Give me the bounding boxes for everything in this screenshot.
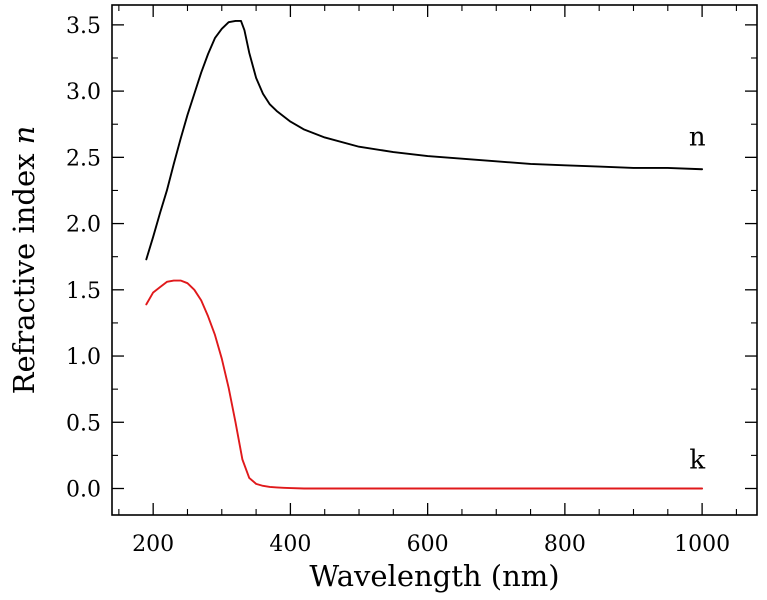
plot-frame xyxy=(111,4,758,516)
series-layer xyxy=(145,19,704,490)
x-tick-label: 1000 xyxy=(674,532,730,557)
y-tick-label: 3.5 xyxy=(66,14,101,39)
y-tick-label: 2.0 xyxy=(66,213,101,238)
series-line-n xyxy=(145,19,704,261)
x-axis-title: Wavelength (nm) xyxy=(309,559,559,593)
y-axis-title-prefix: Refractive index xyxy=(7,144,41,394)
y-axis-title-variable: n xyxy=(7,126,41,145)
x-tick-label: 800 xyxy=(544,532,586,557)
series-label-n: n xyxy=(689,122,706,152)
x-tick-label: 600 xyxy=(407,532,449,557)
series-line-k xyxy=(145,279,704,490)
y-tick-label: 1.5 xyxy=(66,279,101,304)
y-tick-label: 0.0 xyxy=(66,478,101,503)
y-tick-label: 2.5 xyxy=(66,146,101,171)
y-tick-label: 0.5 xyxy=(66,411,101,436)
series-label-k: k xyxy=(689,446,705,476)
labels-layer: 200 400 600 800 1000 0.0 0.5 1.0 1.5 2.0 2.5 3.0 3.5… xyxy=(66,14,730,557)
ticks-layer xyxy=(112,5,757,515)
y-axis-title: Refractive index n xyxy=(7,126,41,395)
y-tick-label: 3.0 xyxy=(66,80,101,105)
x-tick-label: 400 xyxy=(269,532,311,557)
y-tick-label: 1.0 xyxy=(66,345,101,370)
x-tick-label: 200 xyxy=(132,532,174,557)
